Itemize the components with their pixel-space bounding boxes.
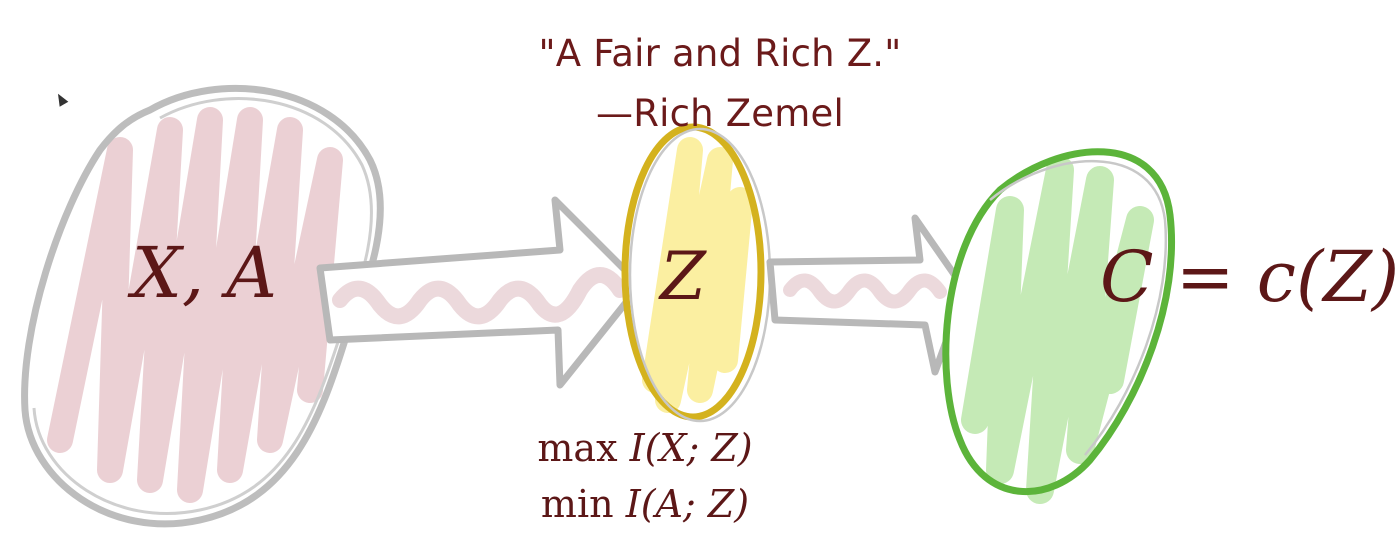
output-label-eq: =: [1175, 236, 1235, 318]
input-blob-outline: [21, 84, 384, 528]
latent-label: Z: [660, 238, 706, 315]
objective-min-term: I(A; Z): [625, 482, 750, 526]
input-blob: [21, 84, 384, 528]
output-label: C = c(Z): [1100, 236, 1399, 318]
objective-min: min I(A; Z): [500, 482, 790, 526]
latent-ellipse: [621, 123, 772, 423]
objective-min-op: min: [540, 482, 614, 526]
arrow-1-shape: [316, 196, 644, 389]
arrow-1-scribble: [332, 267, 628, 325]
quote-line: "A Fair and Rich Z.": [538, 32, 902, 75]
arrow-input-to-latent: [316, 196, 644, 389]
output-blob-outline-gray: [989, 159, 1168, 456]
output-blob: [942, 148, 1176, 504]
output-blob-outline: [942, 148, 1176, 495]
input-label: X, A: [132, 232, 277, 314]
objective-max: max I(X; Z): [500, 426, 790, 470]
output-label-right: c(Z): [1256, 236, 1400, 318]
arrow-2-scribble: [783, 273, 947, 309]
quote-attribution: —Rich Zemel: [596, 92, 844, 135]
input-blob-scribble: [47, 107, 343, 503]
arrow-latent-to-output: [766, 214, 969, 376]
objective-max-term: I(X; Z): [629, 426, 753, 470]
latent-ellipse-outline: [621, 123, 765, 421]
latent-ellipse-scribble: [642, 137, 753, 413]
objective-max-op: max: [537, 426, 618, 470]
output-label-left: C: [1100, 236, 1154, 318]
